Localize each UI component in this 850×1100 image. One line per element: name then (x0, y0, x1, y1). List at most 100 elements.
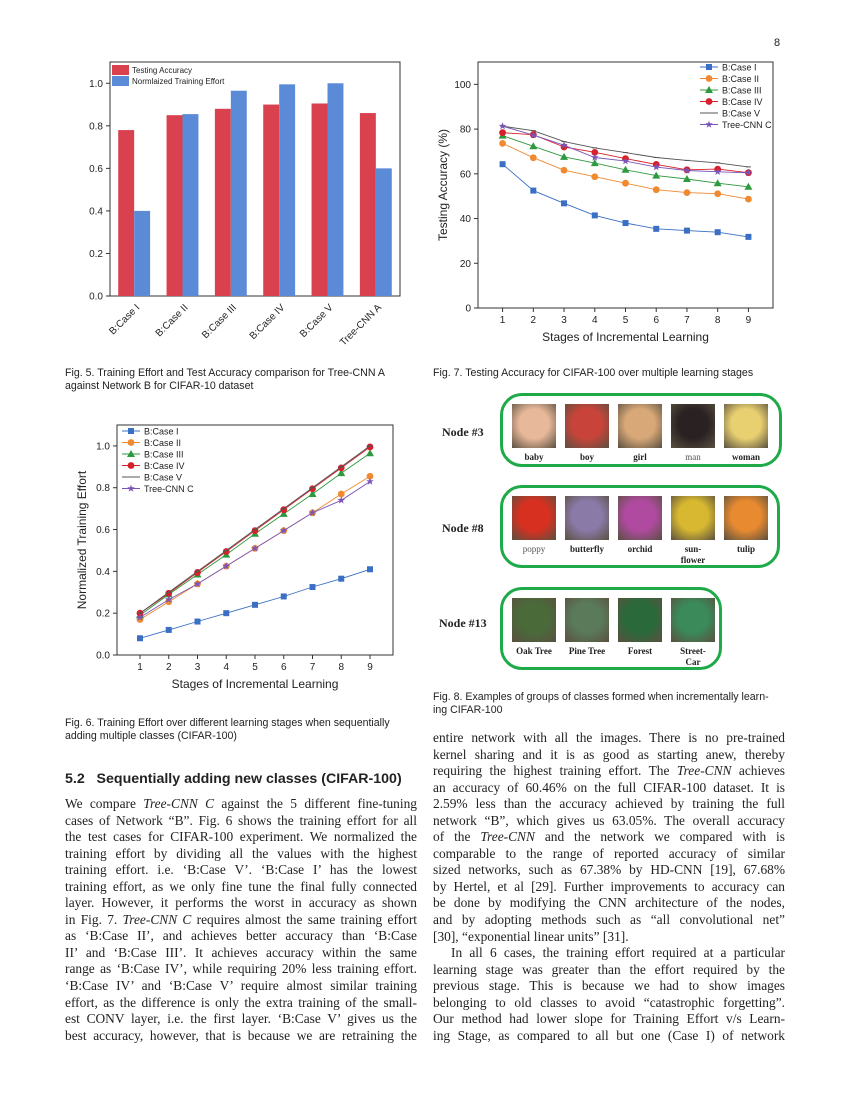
triangle-marker (337, 469, 346, 477)
class-label: baby (524, 452, 544, 462)
legend-label: Testing Accuracy (132, 66, 192, 75)
text-line: be done by modifying the CNN architectur… (433, 895, 785, 911)
text-line: of the Tree-CNN and the network we compa… (433, 829, 785, 845)
circle-marker (127, 439, 135, 446)
y-axis-label: Testing Accuracy (%) (436, 129, 450, 241)
right-column-text: entire network with all the images. Ther… (433, 730, 785, 1044)
square-marker (367, 566, 373, 573)
legend-label: Normlaized Training Effort (132, 77, 225, 86)
series-b-case-v (500, 125, 751, 168)
circle-marker (499, 140, 506, 147)
series-b-case-ii (499, 140, 752, 203)
legend-label: B:Case III (722, 86, 762, 96)
circle-marker (251, 527, 259, 534)
y-tick-label: 1.0 (89, 79, 103, 90)
star-marker (136, 613, 144, 621)
circle-marker (127, 462, 135, 469)
bar-training-effort (375, 168, 392, 296)
text-line: and by adopting methods such as “all con… (433, 912, 785, 928)
text-line: 2.59% less than the accuracy achieved by… (433, 796, 785, 812)
triangle-marker (366, 449, 374, 457)
class-label: woman (731, 452, 760, 462)
text-line: comparable to the range of reported accu… (433, 845, 785, 861)
x-tick-label: 9 (746, 315, 752, 326)
x-axis-label: Stages of Incremental Learning (172, 677, 339, 691)
square-marker (653, 225, 660, 232)
y-tick-label: 80 (460, 125, 472, 136)
star-marker (366, 477, 374, 485)
text-line: training effort. i.e. ‘B:Case V’. ‘B:Cas… (65, 862, 417, 878)
text-line: kernel sharing and it is as good as star… (433, 746, 785, 762)
x-tick-label: 3 (561, 315, 567, 326)
text-line: by Hertel, et al [29]. Further improveme… (433, 878, 785, 894)
square-marker (137, 635, 143, 642)
legend-label: B:Case II (144, 438, 181, 448)
legend-swatch (112, 76, 129, 86)
triangle-marker (308, 490, 317, 497)
text-line: entire network with all the images. Ther… (433, 730, 785, 745)
class-label: Pine Tree (568, 646, 606, 656)
circle-marker (366, 472, 374, 480)
class-label: Oak Tree (516, 646, 552, 656)
y-tick-label: 1.0 (96, 441, 110, 452)
star-marker (713, 167, 722, 175)
text-line: [30], “exponential linear units” [31]. (433, 928, 629, 944)
caption-line: against Network B for CIFAR-10 dataset (65, 380, 254, 392)
caption-line: Fig. 5. Training Effort and Test Accurac… (65, 367, 385, 379)
text-line: ing Stage, as compared to all but one (C… (433, 1027, 785, 1043)
section-heading: 5.2 Sequentially adding new classes (CIF… (65, 771, 402, 787)
text-line: requiring the highest training effort. T… (433, 763, 785, 779)
square-marker (338, 575, 345, 582)
triangle-marker (652, 171, 661, 179)
text-line: We compare Tree-CNN C against the 5 diff… (65, 796, 417, 811)
square-marker (280, 593, 287, 600)
text-line: training effort by dividing all the valu… (65, 845, 417, 861)
star-marker (308, 508, 317, 517)
bar-testing-accuracy (311, 103, 328, 297)
class-label: girl (633, 452, 647, 462)
class-image (671, 404, 715, 448)
caption-line: ing CIFAR-100 (433, 704, 503, 716)
text-line: sized networks, such as 67.38% by HD-CNN… (433, 862, 785, 878)
class-image (565, 404, 609, 448)
bar-testing-accuracy (118, 130, 135, 296)
star-marker (279, 526, 288, 534)
class-image (724, 404, 768, 448)
y-tick-label: 0.4 (96, 567, 110, 578)
x-tick-label: 1 (500, 315, 506, 326)
x-tick-label: B:Case IV (248, 302, 288, 342)
series-b-case-iii (498, 131, 753, 190)
class-image (565, 598, 609, 642)
star-marker (164, 595, 173, 603)
class-image (512, 598, 556, 642)
text-line: an accuracy of 60.46% on the full CIFAR-… (433, 779, 785, 795)
class-image (618, 496, 662, 540)
text-line: learning stage was greater than the effo… (433, 961, 785, 977)
triangle-marker (279, 509, 288, 517)
left-column-text: We compare Tree-CNN C against the 5 diff… (65, 796, 417, 1044)
y-tick-label: 0.8 (96, 483, 110, 494)
text-line: In all 6 cases, the training effort requ… (451, 945, 785, 961)
square-marker (683, 227, 690, 234)
fig8-caption: Fig. 8. Examples of groups of classes fo… (433, 691, 769, 717)
triangle-marker (529, 142, 538, 150)
circle-marker (705, 98, 713, 105)
circle-marker (280, 506, 288, 514)
caption-line: Fig. 8. Examples of groups of classes fo… (433, 691, 769, 703)
class-label: tulip (736, 544, 755, 554)
square-marker (622, 220, 629, 227)
square-marker (714, 229, 721, 236)
x-tick-label: 8 (715, 315, 721, 326)
legend-label: B:Case IV (144, 461, 185, 471)
node-group-box (500, 393, 782, 467)
star-marker (652, 163, 660, 171)
class-image (565, 496, 609, 540)
class-image (671, 496, 715, 540)
star-marker (744, 168, 753, 176)
bar-training-effort (279, 84, 296, 296)
bar-training-effort (327, 83, 344, 296)
text-line: est CONV layer, i.e. the first layer. ‘B… (65, 1011, 417, 1027)
text-line: training effort, as we only fine tune th… (65, 878, 417, 894)
text-line: cases of Network “B”. Fig. 6 shows the t… (65, 812, 417, 828)
x-tick-label: 1 (137, 662, 143, 673)
